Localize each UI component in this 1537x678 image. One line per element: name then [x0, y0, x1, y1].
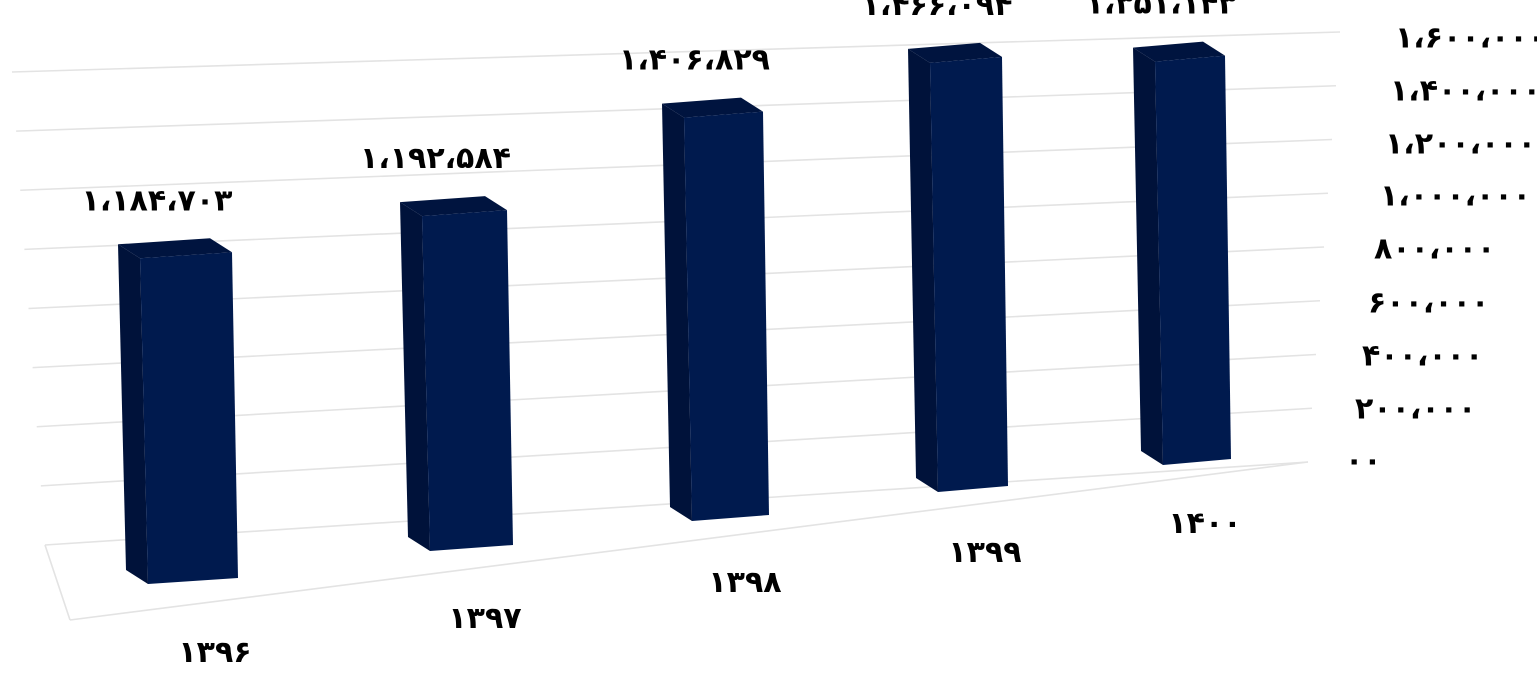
- bar-side-face: [400, 202, 430, 551]
- data-label: ۱،۴۶۶،۰۹۴: [862, 0, 1013, 23]
- bar-top-face: [1133, 41, 1225, 62]
- bar-3: [908, 42, 1008, 492]
- y-axis-tick-labels: ۰۰ ۲۰۰،۰۰۰ ۴۰۰،۰۰۰ ۶۰۰،۰۰۰ ۸۰۰،۰۰۰ ۱،۰۰۰،۰۰۰ ۱…: [1345, 21, 1537, 479]
- bar-side-face: [908, 48, 938, 492]
- bar-side-face: [1133, 47, 1163, 465]
- floor-front-edge: [69, 461, 1309, 621]
- bar-top-face: [662, 97, 763, 118]
- y-tick-label: ۱،۲۰۰،۰۰۰: [1385, 127, 1536, 162]
- x-tick-label: ۱۴۰۰: [1168, 506, 1241, 541]
- data-label: ۱،۳۵۱،۱۴۳: [1086, 0, 1237, 22]
- y-tick-label: ۴۰۰،۰۰۰: [1362, 339, 1483, 374]
- x-tick-label: ۱۳۹۷: [448, 601, 521, 636]
- x-tick-label: ۱۳۹۹: [948, 535, 1021, 570]
- y-tick-label: ۱،۴۰۰،۰۰۰: [1390, 74, 1537, 109]
- x-tick-label: ۱۳۹۸: [708, 565, 781, 600]
- bar-top-face: [118, 238, 232, 259]
- y-tick-label: ۱،۰۰۰،۰۰۰: [1380, 179, 1531, 214]
- data-label: ۱،۱۹۲،۵۸۴: [360, 141, 511, 176]
- bar-4: [1133, 41, 1231, 465]
- bar-side-face: [662, 103, 692, 521]
- floor-left-edge: [44, 544, 71, 621]
- bar-front-face: [684, 111, 769, 521]
- bar-top-face: [400, 196, 507, 217]
- bar-front-face: [1155, 55, 1231, 465]
- bar-front-face: [930, 56, 1008, 492]
- y-tick-label: ۸۰۰،۰۰۰: [1374, 232, 1495, 267]
- data-labels: ۱،۱۸۴،۷۰۳ ۱،۱۹۲،۵۸۴ ۱،۴۰۶،۸۲۹ ۱،۴۶۶،۰۹۴ ۱،۳۵…: [82, 0, 1237, 218]
- bar-side-face: [118, 244, 148, 584]
- bar-0: [118, 238, 238, 584]
- x-tick-label: ۱۳۹۶: [178, 635, 251, 670]
- bar-top-face: [908, 42, 1002, 63]
- y-tick-label: ۲۰۰،۰۰۰: [1355, 392, 1476, 427]
- bars: [118, 41, 1231, 584]
- bar-front-face: [140, 252, 238, 584]
- data-label: ۱،۴۰۶،۸۲۹: [619, 43, 770, 78]
- bar-1: [400, 196, 513, 551]
- x-axis-tick-labels: ۱۳۹۶ ۱۳۹۷ ۱۳۹۸ ۱۳۹۹ ۱۴۰۰: [178, 506, 1241, 670]
- data-label: ۱،۱۸۴،۷۰۳: [82, 183, 233, 218]
- bar-front-face: [422, 210, 513, 551]
- y-tick-label: ۱،۶۰۰،۰۰۰: [1395, 21, 1537, 56]
- gridline-8: [11, 31, 1341, 73]
- y-tick-label: ۰۰: [1345, 444, 1382, 479]
- bar-2: [662, 97, 769, 521]
- y-tick-label: ۶۰۰،۰۰۰: [1368, 286, 1489, 321]
